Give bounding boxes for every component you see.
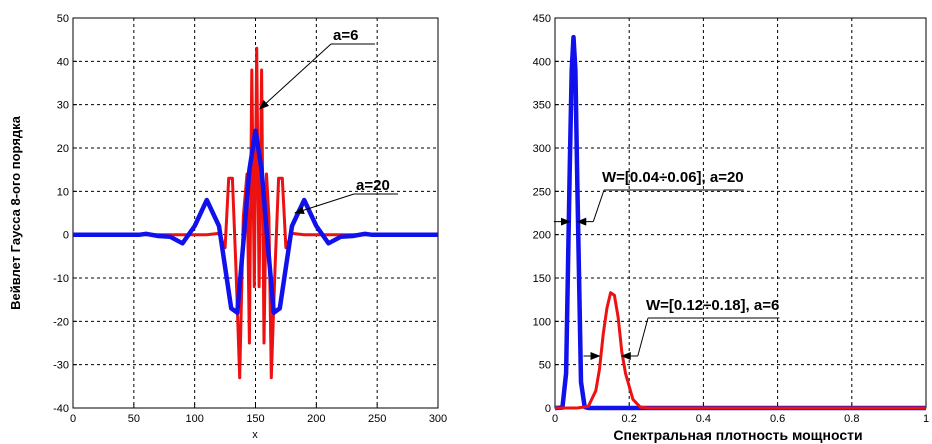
y-tick-label: 350	[533, 100, 551, 112]
x-tick-label: 0	[552, 413, 558, 425]
left-ticks: 0 50 100 150 200 250 300 -40 -30 -20 -10 0 10 20 30 40 5…	[53, 13, 447, 425]
y-tick-label: -10	[53, 273, 69, 285]
y-tick-label: 450	[533, 13, 551, 25]
left-series	[73, 46, 438, 380]
right-annotations: W=[0.04÷0.06], a=20 W=[0.12÷0.18], a=6	[553, 169, 780, 360]
annotation-leader	[637, 317, 649, 357]
x-tick-label: 150	[246, 413, 264, 425]
annotation-label: a=6	[333, 27, 358, 44]
x-tick-label: 300	[429, 413, 447, 425]
y-tick-label: 200	[533, 230, 551, 242]
x-tick-label: 200	[307, 413, 325, 425]
left-y-axis-label: Вейвлет Гаусса 8-ого порядка	[8, 115, 23, 310]
y-tick-label: 10	[57, 186, 69, 198]
y-tick-label: 0	[545, 403, 551, 415]
x-tick-label: 0.4	[696, 413, 711, 425]
x-tick-label: 100	[185, 413, 203, 425]
right-plot-area	[554, 17, 927, 409]
series-line-red	[73, 46, 438, 380]
annotation-leader	[592, 189, 605, 222]
right-x-axis-label: Спектральная плотность мощности	[613, 427, 862, 443]
series-line-blue	[73, 128, 438, 315]
annotation-arrow	[258, 43, 332, 110]
y-tick-label: 0	[63, 230, 69, 242]
x-tick-label: 50	[128, 413, 140, 425]
annotation-label: W=[0.12÷0.18], a=6	[646, 297, 779, 314]
y-tick-label: 40	[57, 56, 69, 68]
series-line-red	[555, 291, 926, 410]
x-tick-label: 1	[923, 413, 929, 425]
left-x-axis-label: x	[252, 429, 258, 441]
right-grid	[555, 18, 926, 408]
y-tick-label: -30	[53, 360, 69, 372]
y-tick-label: 50	[57, 13, 69, 25]
y-tick-label: 30	[57, 100, 69, 112]
y-tick-label: 20	[57, 143, 69, 155]
y-tick-label: -40	[53, 403, 69, 415]
y-tick-label: 50	[539, 360, 551, 372]
right-series	[554, 34, 926, 411]
x-tick-label: 250	[368, 413, 386, 425]
y-tick-label: 100	[533, 316, 551, 328]
x-tick-label: 0.8	[844, 413, 859, 425]
y-tick-label: 250	[533, 186, 551, 198]
left-chart: 0 50 100 150 200 250 300 -40 -30 -20 -10 0 10 20 30 40 5…	[8, 13, 447, 441]
y-tick-label: 300	[533, 143, 551, 155]
annotation-label: W=[0.04÷0.06], a=20	[602, 169, 744, 186]
y-tick-label: -20	[53, 316, 69, 328]
left-annotations: a=6 a=20	[258, 27, 398, 215]
y-tick-label: 150	[533, 273, 551, 285]
y-tick-label: 400	[533, 56, 551, 68]
right-ticks: 0 0.2 0.4 0.6 0.8 1 0 50 100 150 200 250 300 350 400 45…	[533, 13, 929, 425]
annotation-label: a=20	[356, 177, 390, 194]
right-chart: 0 0.2 0.4 0.6 0.8 1 0 50 100 150 200 250 300 350 400 45…	[533, 13, 929, 443]
annotation-arrow	[294, 193, 355, 215]
x-tick-label: 0.2	[622, 413, 637, 425]
x-tick-label: 0	[70, 413, 76, 425]
x-tick-label: 0.6	[770, 413, 785, 425]
